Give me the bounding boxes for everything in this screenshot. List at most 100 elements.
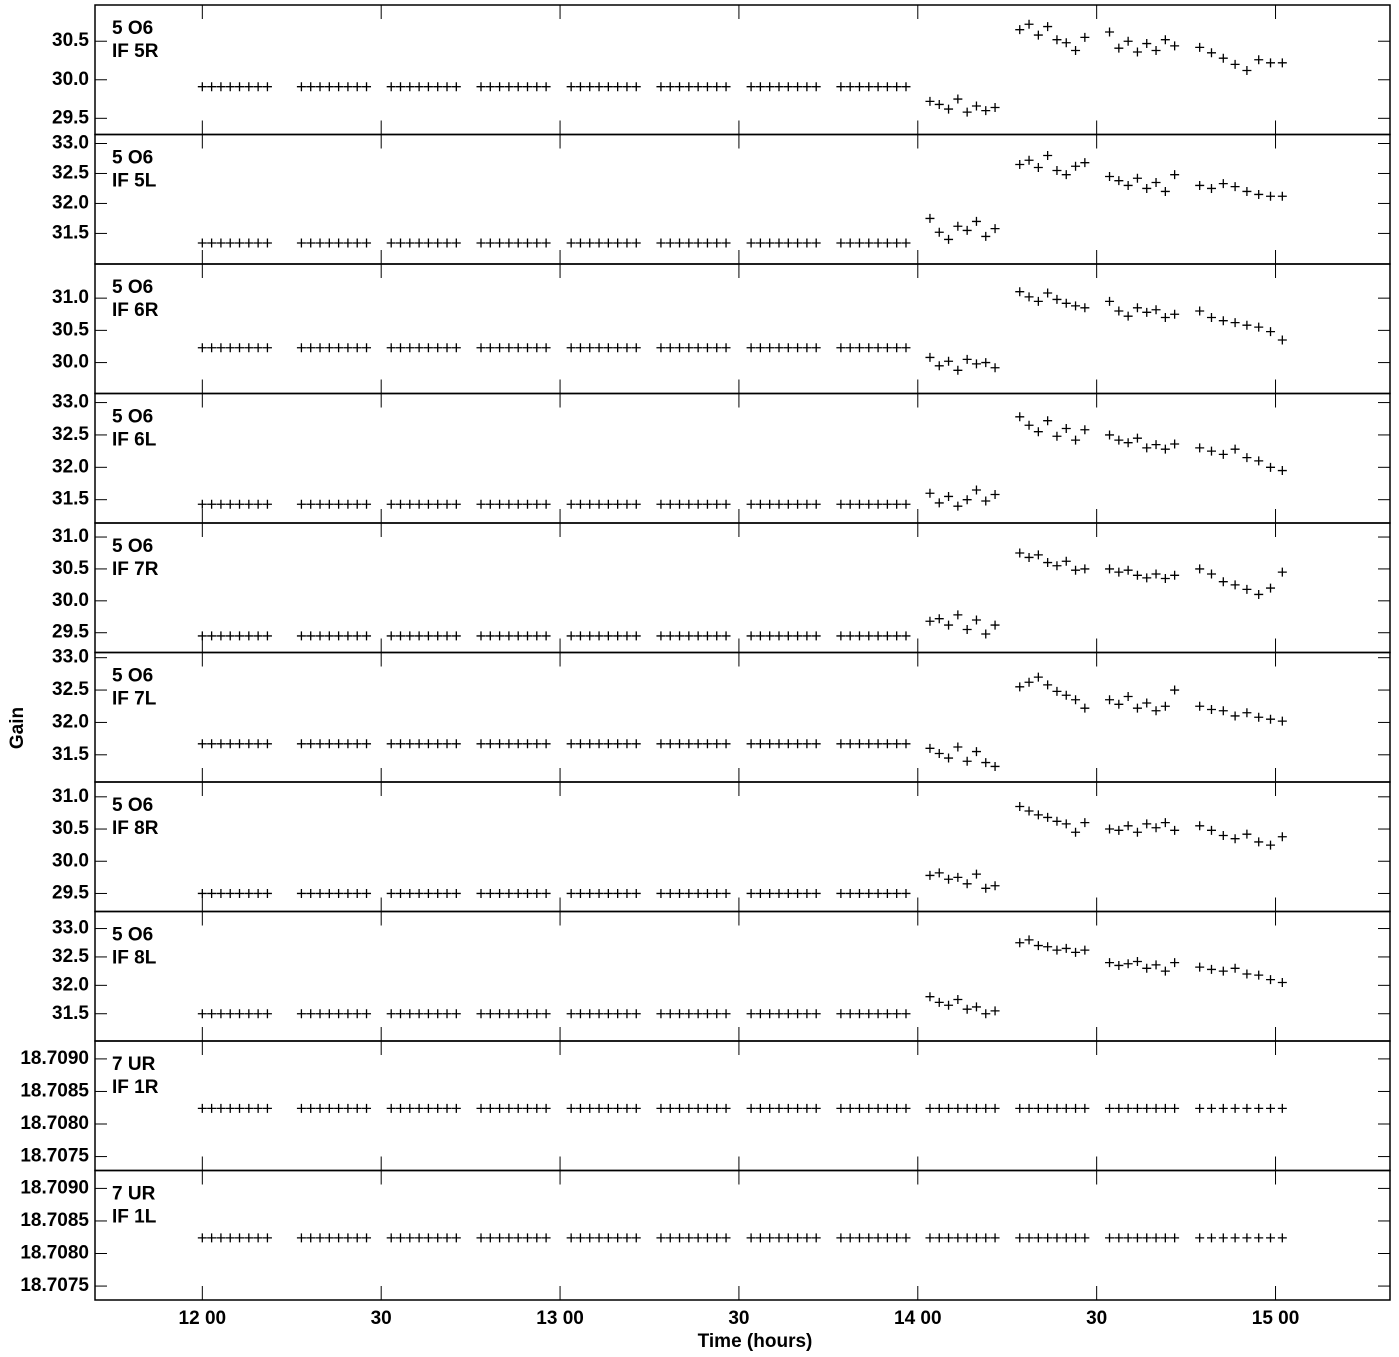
point bbox=[1170, 958, 1180, 968]
point bbox=[755, 343, 765, 353]
point bbox=[882, 238, 892, 248]
point bbox=[362, 1009, 372, 1019]
point bbox=[962, 225, 972, 235]
point bbox=[585, 82, 595, 92]
point bbox=[622, 238, 632, 248]
point bbox=[783, 888, 793, 898]
point bbox=[207, 739, 217, 749]
point bbox=[675, 1233, 685, 1243]
point bbox=[405, 82, 415, 92]
point bbox=[811, 499, 821, 509]
point bbox=[1132, 47, 1142, 57]
point bbox=[892, 1009, 902, 1019]
point bbox=[485, 343, 495, 353]
point bbox=[1170, 1233, 1180, 1243]
point bbox=[1052, 1233, 1062, 1243]
point bbox=[854, 1103, 864, 1113]
point bbox=[225, 739, 235, 749]
point bbox=[1123, 959, 1133, 969]
point bbox=[1151, 960, 1161, 970]
point bbox=[575, 631, 585, 641]
y-tick-label: 33.0 bbox=[52, 392, 89, 413]
point bbox=[423, 1009, 433, 1019]
point bbox=[864, 82, 874, 92]
point bbox=[495, 888, 505, 898]
point bbox=[1254, 189, 1264, 199]
point bbox=[433, 739, 443, 749]
point bbox=[1015, 801, 1025, 811]
panel-label: 5 O6 bbox=[112, 148, 153, 169]
point bbox=[1052, 945, 1062, 955]
point bbox=[386, 739, 396, 749]
panel-label: 5 O6 bbox=[112, 407, 153, 428]
point bbox=[1105, 958, 1115, 968]
point bbox=[442, 499, 452, 509]
point bbox=[296, 888, 306, 898]
point bbox=[603, 1233, 613, 1243]
point bbox=[585, 343, 595, 353]
point bbox=[1277, 335, 1287, 345]
point bbox=[442, 1009, 452, 1019]
point bbox=[1170, 41, 1180, 51]
point bbox=[684, 1233, 694, 1243]
point bbox=[622, 499, 632, 509]
point bbox=[990, 1103, 1000, 1113]
point bbox=[1061, 690, 1071, 700]
point bbox=[746, 631, 756, 641]
y-tick-label: 18.7090 bbox=[20, 1177, 89, 1198]
point bbox=[1033, 1103, 1043, 1113]
y-tick-label: 31.5 bbox=[52, 489, 89, 510]
point bbox=[362, 238, 372, 248]
point bbox=[765, 1233, 775, 1243]
point bbox=[362, 82, 372, 92]
point bbox=[1277, 977, 1287, 987]
point bbox=[1080, 564, 1090, 574]
point bbox=[1218, 53, 1228, 63]
point bbox=[1105, 824, 1115, 834]
point bbox=[702, 343, 712, 353]
point bbox=[495, 499, 505, 509]
point bbox=[925, 96, 935, 106]
point bbox=[783, 1103, 793, 1113]
point bbox=[746, 888, 756, 898]
point bbox=[755, 1103, 765, 1113]
point bbox=[665, 1233, 675, 1243]
point bbox=[971, 1103, 981, 1113]
point bbox=[774, 238, 784, 248]
point bbox=[244, 1233, 254, 1243]
point bbox=[513, 238, 523, 248]
point bbox=[244, 888, 254, 898]
point bbox=[990, 224, 1000, 234]
point bbox=[953, 1103, 963, 1113]
point bbox=[262, 888, 272, 898]
point bbox=[306, 343, 316, 353]
point bbox=[603, 739, 613, 749]
point bbox=[585, 739, 595, 749]
point bbox=[504, 739, 514, 749]
point bbox=[405, 499, 415, 509]
point bbox=[971, 485, 981, 495]
point bbox=[386, 631, 396, 641]
point bbox=[566, 82, 576, 92]
point bbox=[216, 499, 226, 509]
point bbox=[262, 739, 272, 749]
point bbox=[854, 238, 864, 248]
point bbox=[315, 238, 325, 248]
point bbox=[442, 238, 452, 248]
point bbox=[712, 888, 722, 898]
point bbox=[1052, 686, 1062, 696]
point bbox=[262, 82, 272, 92]
point bbox=[216, 1009, 226, 1019]
point bbox=[811, 238, 821, 248]
point bbox=[1080, 1103, 1090, 1113]
point bbox=[811, 1233, 821, 1243]
point bbox=[990, 1006, 1000, 1016]
point bbox=[396, 631, 406, 641]
point bbox=[712, 238, 722, 248]
point bbox=[575, 1103, 585, 1113]
point bbox=[1043, 288, 1053, 298]
point bbox=[1024, 677, 1034, 687]
point bbox=[783, 1233, 793, 1243]
point bbox=[575, 888, 585, 898]
point bbox=[575, 238, 585, 248]
